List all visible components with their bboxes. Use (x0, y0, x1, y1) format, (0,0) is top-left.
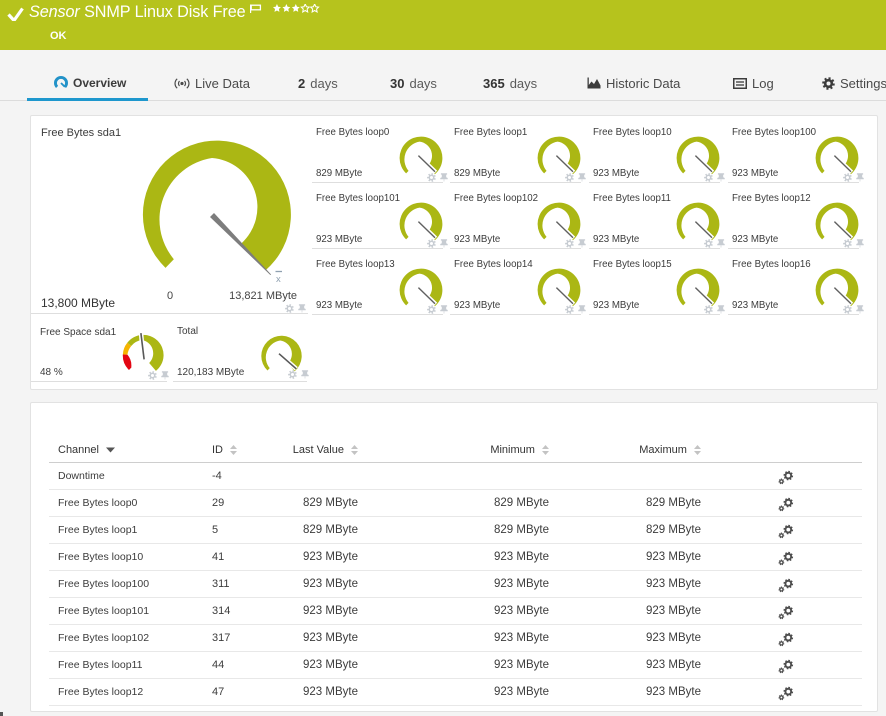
svg-text:x: x (276, 274, 281, 285)
